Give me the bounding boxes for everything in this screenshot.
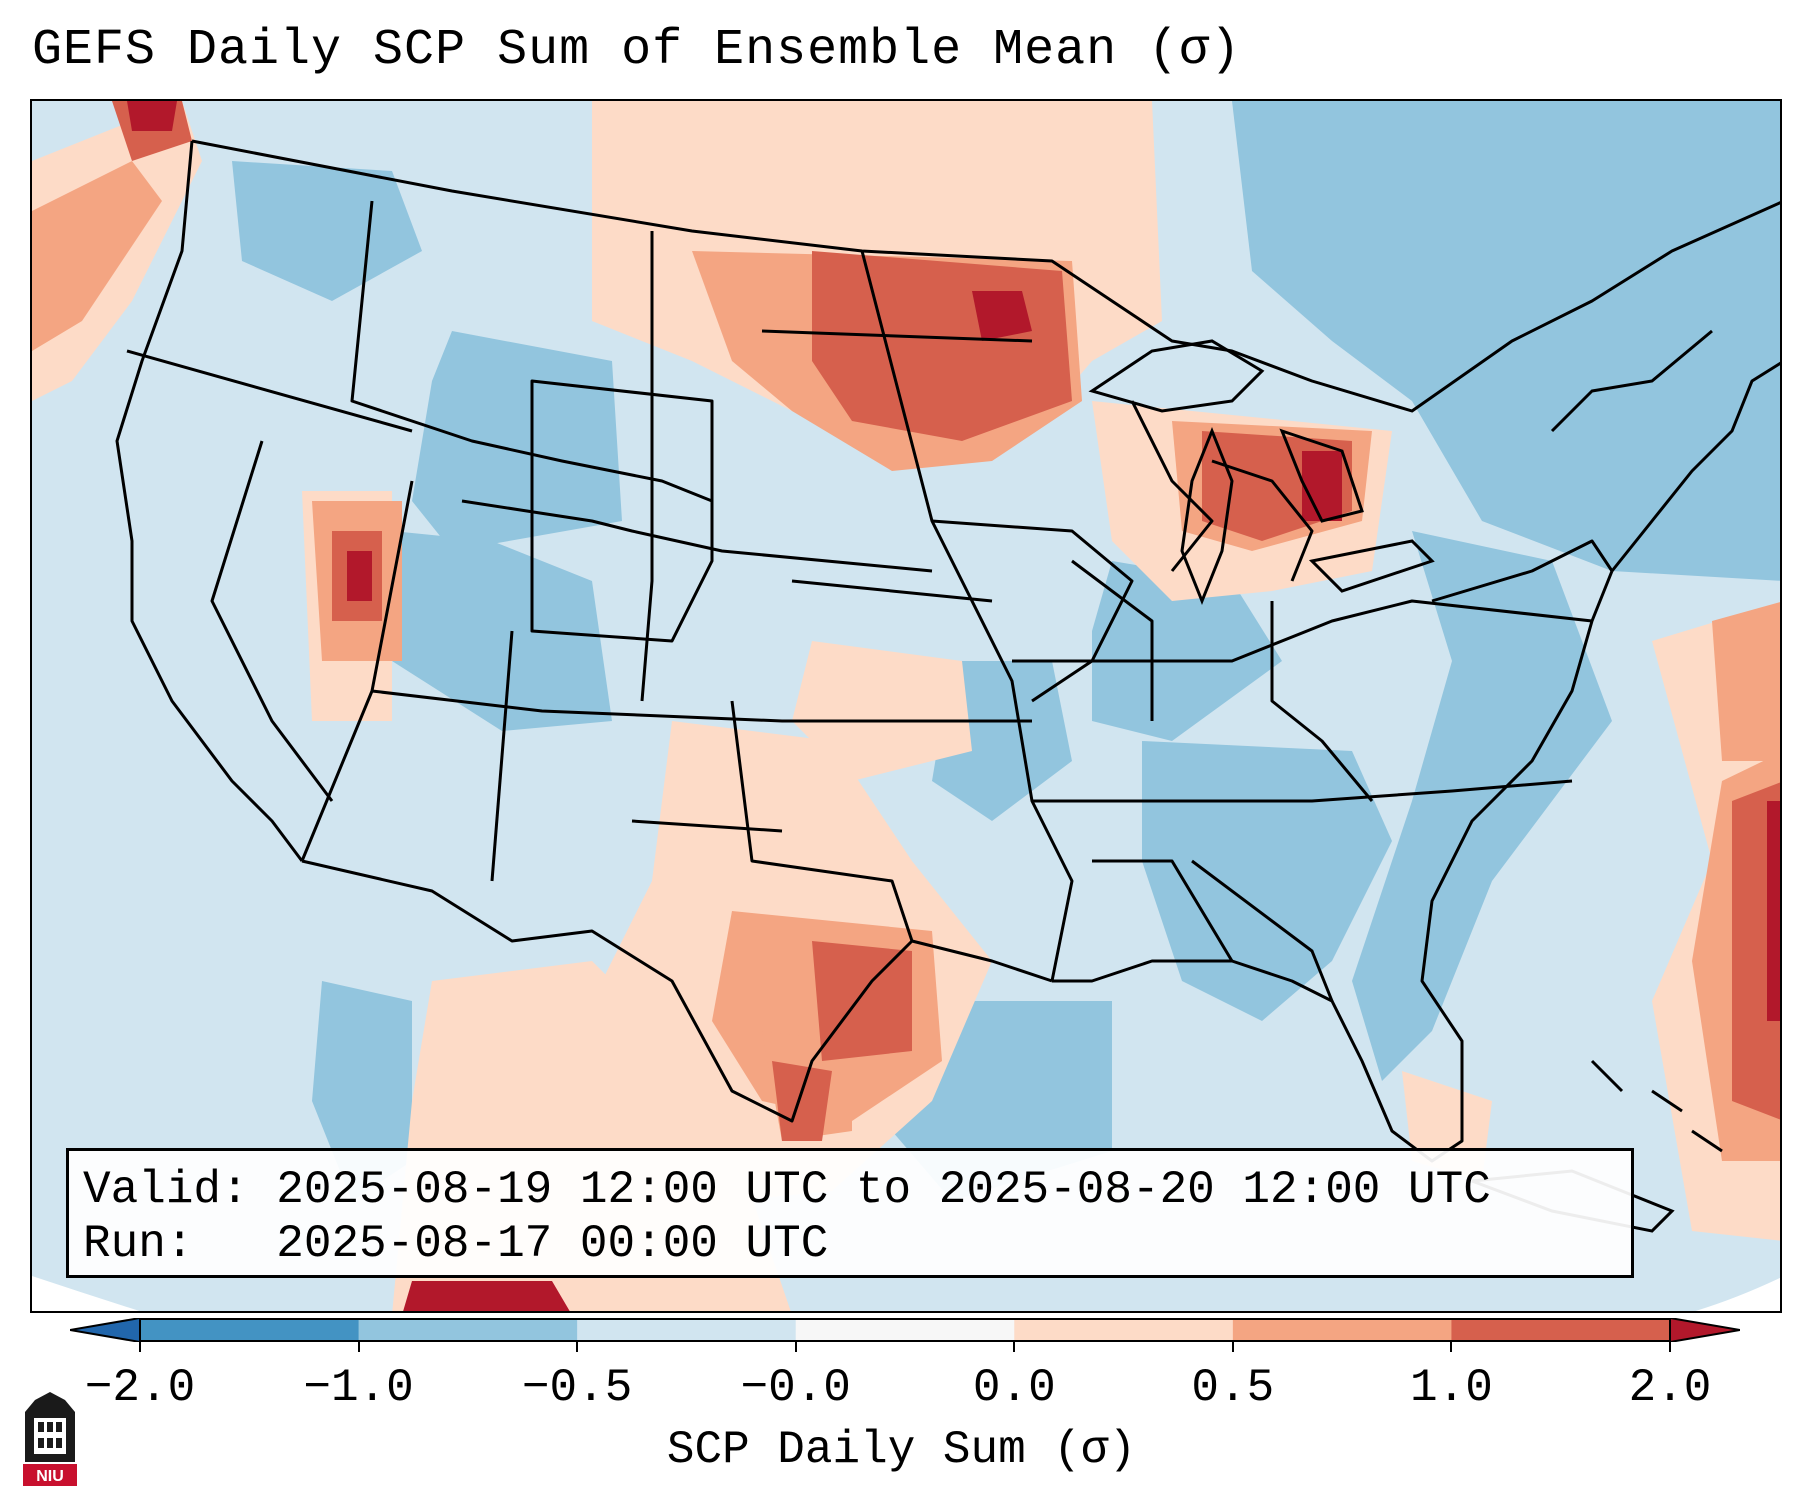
colorbar-segment — [1014, 1318, 1234, 1342]
map-panel — [30, 99, 1782, 1313]
state-line-5 — [461, 499, 933, 573]
projection-edge — [32, 1276, 140, 1311]
east-coast — [1610, 361, 1780, 572]
state-line-14 — [860, 250, 1074, 982]
west-coast — [115, 140, 304, 862]
state-line-9 — [640, 231, 654, 702]
colorbar-tick-label: −2.0 — [84, 1362, 196, 1414]
region-ohio-valley-neg — [1092, 561, 1282, 741]
us-canada-border — [191, 139, 1780, 413]
state-line-7 — [490, 630, 514, 882]
colorbar-tick-label: −0.5 — [521, 1362, 633, 1414]
projection-edge-right — [1695, 1277, 1780, 1311]
colorbar-tick-label: 2.0 — [1628, 1362, 1712, 1414]
region-wyoming-neg — [412, 331, 622, 551]
valid-line: Valid: 2025-08-19 12:00 UTC to 2025-08-2… — [83, 1164, 1491, 1216]
bahamas — [1590, 1059, 1723, 1153]
region-atlantic-max — [1767, 801, 1780, 1021]
colorbar-tick-mark — [1231, 1342, 1234, 1352]
region-missouri-neg — [932, 661, 1072, 821]
colorbar-over-extension — [1669, 1318, 1740, 1342]
state-line-15 — [931, 519, 1134, 703]
logo-text: NIU — [36, 1468, 64, 1485]
region-minnesota-max — [972, 291, 1032, 341]
colorbar-tick-mark — [576, 1342, 579, 1352]
colorbar-segment — [577, 1318, 797, 1342]
region-nw-max — [127, 101, 177, 131]
region-bc-neg — [232, 161, 422, 301]
colorbar-segment — [140, 1318, 360, 1342]
state-line-8 — [371, 689, 1032, 723]
colorbar-tick-mark — [1669, 1342, 1671, 1352]
state-line-24 — [1211, 459, 1314, 582]
state-line-23 — [1130, 400, 1214, 572]
state-line-11 — [791, 579, 993, 603]
state-line-22 — [1550, 329, 1713, 433]
region-nevada-max — [347, 551, 372, 601]
map-svg — [32, 101, 1780, 1311]
lake-superior — [1088, 339, 1265, 413]
state-line-18 — [1092, 859, 1234, 962]
region-atlantic-neg — [1352, 531, 1612, 1081]
state-line-19 — [1191, 859, 1334, 1002]
colorbar-segment — [1232, 1318, 1452, 1342]
state-line-10 — [761, 329, 1033, 343]
state-line-13 — [631, 819, 783, 833]
colorbar-tick-label: −0.0 — [740, 1362, 851, 1414]
positive-max-regions — [127, 101, 1780, 1311]
chart-title: GEFS Daily SCP Sum of Ensemble Mean (σ) — [32, 22, 1242, 79]
lake-michigan — [1180, 426, 1234, 606]
run-line: Run: 2025-08-17 00:00 UTC — [83, 1218, 829, 1270]
state-line-1 — [126, 349, 413, 433]
colorbar — [70, 1318, 1740, 1342]
negative-anomaly-regions — [232, 101, 1780, 1201]
colorbar-tick-mark — [1450, 1342, 1453, 1352]
state-line-2 — [350, 200, 713, 503]
colorbar-border — [139, 1318, 1671, 1342]
colorbar-tick-label: −1.0 — [303, 1362, 414, 1414]
colorbar-tick-mark — [139, 1342, 141, 1352]
region-kansas-pos — [792, 641, 972, 781]
region-texas-high — [812, 941, 912, 1061]
region-minnesota-high — [812, 251, 1072, 441]
region-mexico-west-neg — [312, 981, 412, 1201]
state-line-20 — [1270, 601, 1374, 802]
state-line-17 — [1032, 779, 1573, 803]
colorbar-segment — [795, 1318, 1015, 1342]
region-atlantic-mid — [1712, 602, 1780, 761]
great-lakes — [1088, 339, 1435, 606]
lake-erie — [1308, 539, 1435, 593]
colorbar-segment — [1451, 1318, 1671, 1342]
region-michigan-max — [1302, 451, 1342, 521]
state-line-16 — [1012, 599, 1593, 663]
niu-logo-icon: NIU — [23, 1392, 77, 1486]
colorbar-tick-mark — [794, 1342, 797, 1352]
us-mexico-border — [301, 859, 1053, 1123]
region-utah-colorado-neg — [392, 531, 612, 731]
colorbar-tick-label: 0.5 — [1191, 1362, 1275, 1414]
colorbar-segment — [358, 1318, 578, 1342]
state-line-12 — [730, 700, 914, 942]
state-line-21 — [1431, 539, 1614, 603]
region-mexico-max — [403, 1281, 570, 1311]
state-line-6 — [530, 379, 714, 643]
region-south-texas-high — [772, 1061, 832, 1141]
state-line-25 — [1071, 559, 1154, 721]
validity-info-box: Valid: 2025-08-19 12:00 UTC to 2025-08-2… — [66, 1148, 1634, 1278]
lake-huron — [1279, 428, 1364, 523]
region-southeast-neg — [1142, 741, 1392, 1021]
colorbar-tick-mark — [1013, 1342, 1016, 1352]
colorbar-tick-mark — [357, 1342, 360, 1352]
region-nw-mid — [32, 161, 162, 351]
state-line-3 — [210, 440, 334, 802]
colorbar-tick-label: 1.0 — [1410, 1362, 1493, 1414]
boundaries — [115, 139, 1780, 1163]
colorbar-under-extension — [70, 1318, 141, 1342]
colorbar-label: SCP Daily Sum (σ) — [666, 1424, 1137, 1476]
colorbar-tick-label: 0.0 — [972, 1362, 1056, 1414]
region-canada-east-neg — [1232, 101, 1780, 581]
